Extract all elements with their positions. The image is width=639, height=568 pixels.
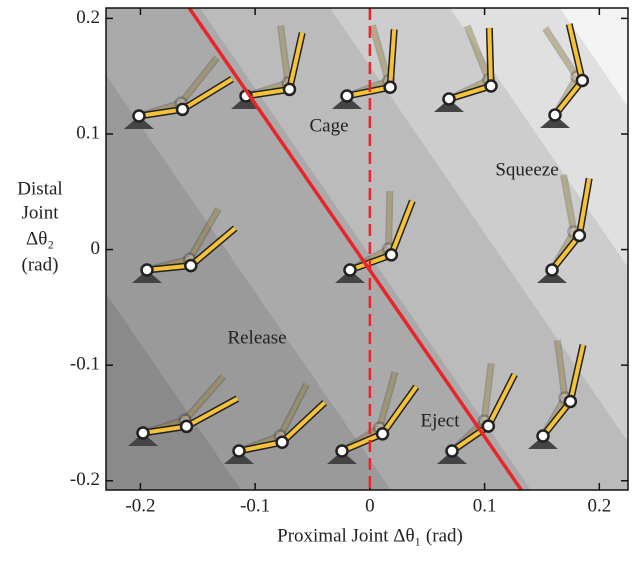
joint — [574, 230, 585, 241]
joint — [547, 265, 558, 276]
x-tick-label: 0.2 — [587, 495, 611, 516]
joint — [177, 104, 188, 115]
joint — [447, 446, 458, 457]
joint — [386, 249, 397, 260]
region-label: Squeeze — [495, 159, 558, 180]
link — [389, 191, 390, 249]
joint — [181, 421, 192, 432]
joint — [483, 421, 494, 432]
joint — [345, 265, 356, 276]
joint — [577, 75, 588, 86]
joint — [337, 446, 348, 457]
x-tick-label: 0.1 — [473, 495, 497, 516]
joint — [234, 446, 245, 457]
region-label: Release — [227, 327, 286, 348]
y-tick-label: 0 — [91, 238, 101, 259]
y-tick-label: -0.2 — [70, 469, 100, 490]
link — [489, 28, 491, 86]
x-tick-label: -0.1 — [240, 495, 270, 516]
joint — [342, 91, 353, 102]
joint — [565, 396, 576, 407]
joint — [444, 94, 455, 105]
x-axis-label: Proximal Joint Δθ₁ (rad) — [277, 525, 463, 546]
y-tick-label: 0.1 — [76, 122, 100, 143]
region-label: Cage — [309, 115, 348, 136]
joint — [284, 84, 295, 95]
joint — [134, 111, 145, 122]
region-label: Eject — [420, 410, 460, 431]
y-axis-label: (rad) — [22, 254, 59, 275]
y-tick-label: 0.2 — [76, 7, 100, 28]
joint — [538, 431, 549, 442]
joint — [385, 82, 396, 93]
joint — [185, 260, 196, 271]
joint — [486, 80, 497, 91]
chart: Cage Squeeze Release Eject Proximal Joint Δ… — [0, 0, 639, 563]
joint — [138, 428, 149, 439]
joint — [277, 437, 288, 448]
joint — [550, 110, 561, 121]
y-tick-label: -0.1 — [70, 354, 100, 375]
joint — [377, 428, 388, 439]
x-tick-label: 0 — [365, 495, 375, 516]
x-tick-label: -0.2 — [125, 495, 155, 516]
joint — [142, 265, 153, 276]
y-axis-label: Distal — [17, 178, 62, 199]
y-axis-label: Joint — [22, 202, 60, 223]
y-axis-label: Δθ₂ — [26, 228, 54, 249]
